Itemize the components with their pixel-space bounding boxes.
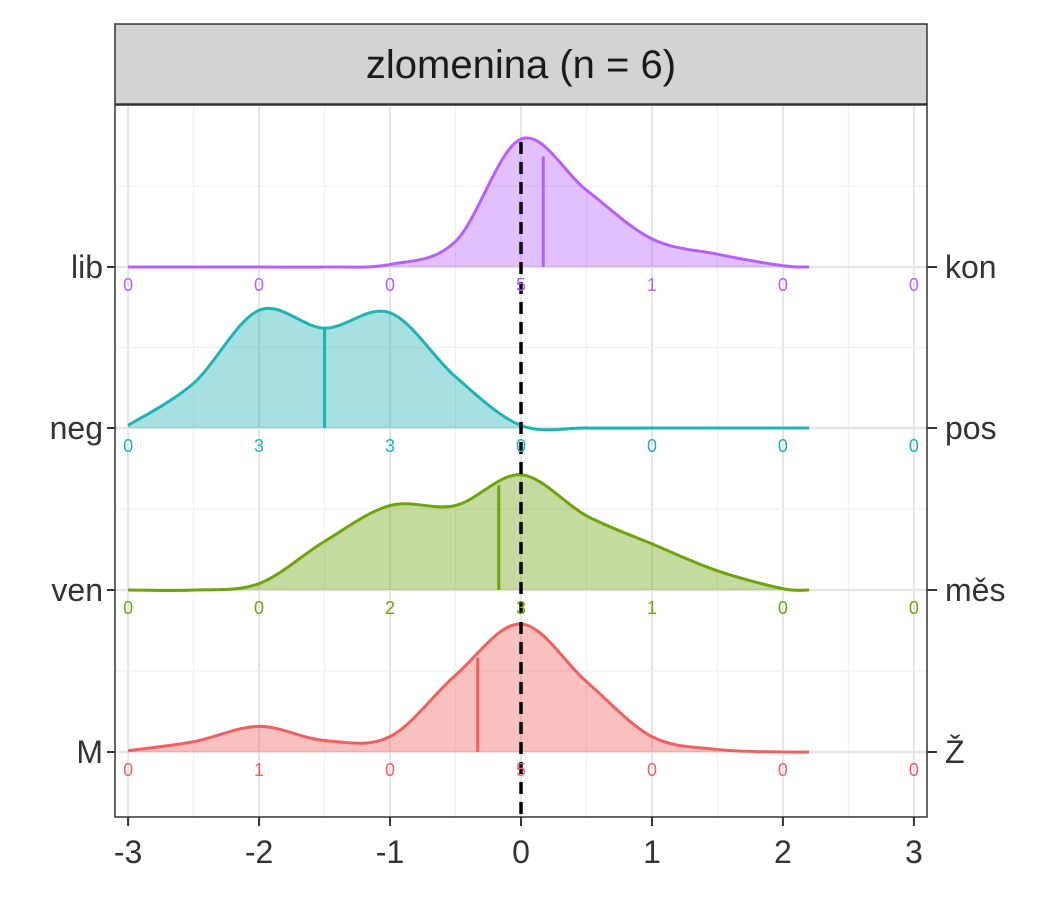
count-label: 0 bbox=[909, 436, 919, 456]
y-label-left: lib bbox=[71, 249, 103, 285]
density-area bbox=[128, 137, 810, 268]
count-label: 0 bbox=[385, 760, 395, 780]
count-label: 0 bbox=[778, 598, 788, 618]
x-tick-label: 1 bbox=[643, 834, 661, 870]
y-label-left: neg bbox=[50, 410, 103, 446]
facet-title: zlomenina (n = 6) bbox=[366, 43, 676, 87]
x-tick-label: -2 bbox=[245, 834, 273, 870]
x-tick-label: -1 bbox=[376, 834, 404, 870]
count-label: 0 bbox=[778, 436, 788, 456]
count-label: 0 bbox=[254, 598, 264, 618]
density-curve bbox=[128, 473, 810, 592]
count-label: 0 bbox=[778, 760, 788, 780]
count-label: 0 bbox=[385, 275, 395, 295]
density-area bbox=[128, 474, 810, 591]
y-label-right: Ž bbox=[945, 734, 965, 770]
count-label: 1 bbox=[647, 275, 657, 295]
count-label: 0 bbox=[909, 598, 919, 618]
facet-strip: zlomenina (n = 6) bbox=[114, 23, 928, 105]
count-label: 0 bbox=[909, 275, 919, 295]
count-label: 2 bbox=[385, 598, 395, 618]
x-tick-label: 2 bbox=[774, 834, 792, 870]
y-label-left: M bbox=[76, 734, 103, 770]
count-label: 5 bbox=[516, 275, 526, 295]
y-label-left: ven bbox=[51, 572, 103, 608]
count-label: 0 bbox=[516, 436, 526, 456]
count-label: 0 bbox=[254, 275, 264, 295]
density-curve bbox=[128, 136, 810, 269]
count-label: 0 bbox=[123, 760, 133, 780]
count-label: 1 bbox=[254, 760, 264, 780]
y-label-right: měs bbox=[945, 572, 1005, 608]
density-curve bbox=[127, 622, 810, 754]
count-label: 3 bbox=[516, 598, 526, 618]
count-label: 0 bbox=[778, 275, 788, 295]
facet-strip-background bbox=[114, 23, 928, 105]
count-label: 0 bbox=[123, 436, 133, 456]
count-label: 0 bbox=[123, 598, 133, 618]
x-tick-label: 3 bbox=[905, 834, 923, 870]
count-labels-layer: 0 1 0 5 0 0 00 0 2 3 1 0 00 3 3 0 0 0 00 0 0 5 1 0 0 bbox=[123, 275, 919, 780]
count-label: 0 bbox=[647, 760, 657, 780]
density-area bbox=[128, 623, 810, 753]
count-label: 0 bbox=[647, 436, 657, 456]
x-tick-label: 0 bbox=[512, 834, 530, 870]
density-curve bbox=[127, 306, 810, 432]
count-label: 1 bbox=[647, 598, 657, 618]
x-tick-label: -3 bbox=[114, 834, 142, 870]
count-label: 3 bbox=[254, 436, 264, 456]
count-label: 0 bbox=[909, 760, 919, 780]
series-layer bbox=[127, 136, 810, 754]
count-label: 5 bbox=[516, 760, 526, 780]
count-label: 0 bbox=[123, 275, 133, 295]
density-area bbox=[128, 308, 810, 430]
count-label: 3 bbox=[385, 436, 395, 456]
y-label-right: pos bbox=[945, 410, 997, 446]
y-label-right: kon bbox=[945, 249, 997, 285]
